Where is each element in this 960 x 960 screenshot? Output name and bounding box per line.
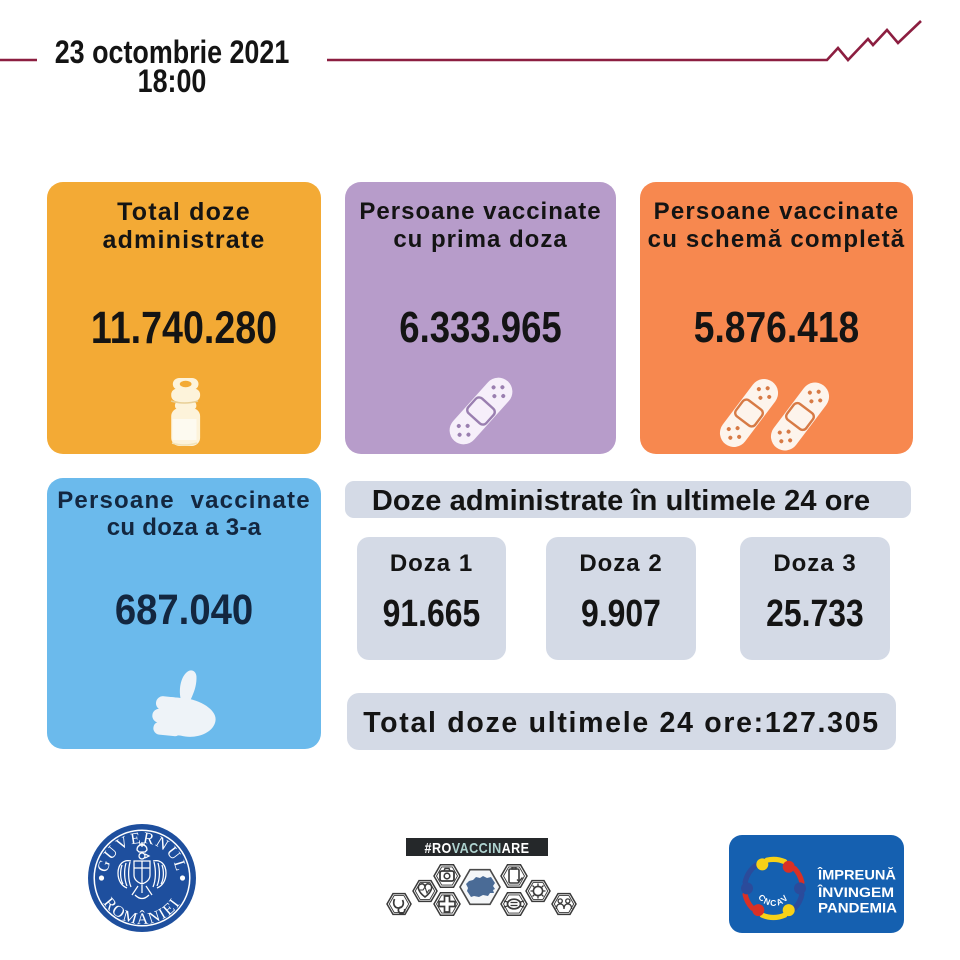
svg-text:PANDEMIA: PANDEMIA xyxy=(818,900,897,916)
svg-text:ÎNVINGEM: ÎNVINGEM xyxy=(817,883,894,900)
svg-text:ÎMPREUNĂ: ÎMPREUNĂ xyxy=(817,866,896,883)
svg-text:CNCAV: CNCAV xyxy=(756,892,790,908)
